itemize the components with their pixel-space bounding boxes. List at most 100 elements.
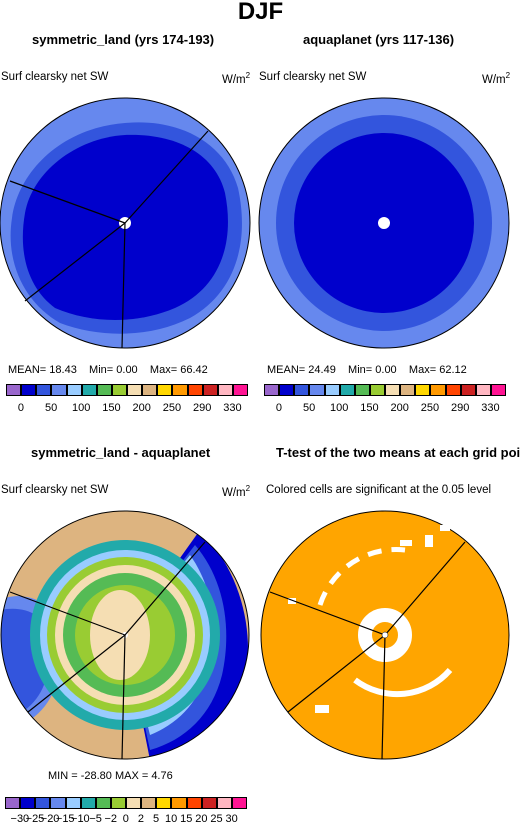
colorbar-swatch [279,384,295,396]
colorbar-swatch [35,797,51,809]
colorbar-tick-label: 25 [210,813,223,825]
colorbar-swatch [142,384,158,396]
colorbar-tick-label: 5 [153,813,160,825]
colorbar-swatch [141,797,157,809]
colorbar-swatch [171,797,187,809]
colorbar-swatch [157,384,173,396]
panel3-stats: MIN = -28.80 MAX = 4.76 [48,770,173,782]
colorbar-tick-label: 50 [44,402,58,414]
panel2-colorbar [264,384,506,396]
colorbar-tick-label: 150 [360,402,379,414]
colorbar-swatch [309,384,325,396]
colorbar-swatch [6,384,22,396]
colorbar-swatch [36,384,52,396]
colorbar-tick-label: 0 [122,813,129,825]
panel2-units: W/m2 [482,71,511,86]
colorbar-swatch [111,384,127,396]
colorbar-tick-label: 20 [195,813,208,825]
colorbar-swatch [445,384,461,396]
panel4-title: T-test of the two means at each grid poi… [276,445,521,460]
colorbar-swatch [20,797,36,809]
colorbar-swatch [415,384,431,396]
colorbar-tick-label: 150 [102,402,121,414]
colorbar-swatch [232,384,248,396]
colorbar-tick-label: −20 [40,813,60,825]
colorbar-swatch [96,384,112,396]
colorbar-tick-label: −25 [25,813,45,825]
panel4-variable: Colored cells are significant at the 0.0… [266,484,492,496]
colorbar-swatch [385,384,401,396]
colorbar-swatch [430,384,446,396]
colorbar-swatch [5,797,21,809]
panel3-variable: Surf clearsky net SW [1,484,109,496]
panel4-polar-map [260,510,510,760]
colorbar-swatch [264,384,280,396]
colorbar-swatch [127,384,143,396]
colorbar-tick-label: 100 [72,402,91,414]
panel3-polar-map [0,510,250,760]
colorbar-swatch [172,384,188,396]
colorbar-swatch [95,797,111,809]
colorbar-tick-label: −5 [89,813,102,825]
colorbar-swatch [324,384,340,396]
colorbar-tick-label: 2 [137,813,145,825]
panel1-title: symmetric_land (yrs 174-193) [32,32,215,47]
panel1-polar-map [0,97,251,349]
colorbar-swatch [400,384,416,396]
colorbar-swatch [80,797,96,809]
panel1-variable: Surf clearsky net SW [1,71,109,83]
panel1-stats: MEAN= 18.43 Min= 0.00 Max= 66.42 [8,364,208,376]
colorbar-tick-label: 100 [330,402,349,414]
colorbar-swatch [475,384,491,396]
panel3-title: symmetric_land - aquaplanet [31,445,211,460]
colorbar-swatch [66,384,82,396]
colorbar-tick-label: 200 [390,402,409,414]
colorbar-tick-label: 290 [193,402,212,414]
colorbar-swatch [231,797,247,809]
colorbar-swatch [369,384,385,396]
colorbar-swatch [216,797,232,809]
colorbar-swatch [110,797,126,809]
colorbar-swatch [490,384,506,396]
colorbar-swatch [50,797,66,809]
colorbar-swatch [186,797,202,809]
colorbar-swatch [339,384,355,396]
colorbar-swatch [294,384,310,396]
colorbar-swatch [202,384,218,396]
panel3-units: W/m2 [222,484,251,499]
colorbar-tick-label: 200 [132,402,151,414]
colorbar-tick-label: 290 [451,402,470,414]
colorbar-tick-label: 0 [275,402,283,414]
colorbar-swatch [156,797,172,809]
panel3-colorbar [5,797,247,809]
colorbar-swatch [126,797,142,809]
colorbar-swatch [65,797,81,809]
colorbar-swatch [21,384,37,396]
colorbar-tick-label: 50 [302,402,316,414]
panel2-stats: MEAN= 24.49 Min= 0.00 Max= 62.12 [267,364,467,376]
colorbar-tick-label: 15 [180,813,193,825]
colorbar-swatch [354,384,370,396]
colorbar-tick-label: 30 [225,813,238,825]
main-title: DJF [237,0,284,25]
panel1-units: W/m2 [222,71,251,86]
panel2-title: aquaplanet (yrs 117-136) [303,32,455,47]
colorbar-tick-label: 330 [223,402,242,414]
colorbar-tick-label: −10 [71,813,90,825]
colorbar-tick-label: 10 [164,813,178,825]
colorbar-tick-label: 0 [17,402,25,414]
colorbar-swatch [187,384,203,396]
colorbar-swatch [81,384,97,396]
colorbar-tick-label: 330 [481,402,500,414]
colorbar-tick-label: −30 [10,813,30,825]
colorbar-swatch [51,384,67,396]
colorbar-tick-label: −15 [55,813,75,825]
colorbar-swatch [201,797,217,809]
panel2-polar-map [258,97,510,349]
colorbar-swatch [460,384,476,396]
colorbar-tick-label: 250 [162,402,182,414]
colorbar-swatch [217,384,233,396]
panel1-colorbar [6,384,248,396]
colorbar-tick-label: −2 [104,813,118,825]
colorbar-tick-label: 250 [420,402,440,414]
